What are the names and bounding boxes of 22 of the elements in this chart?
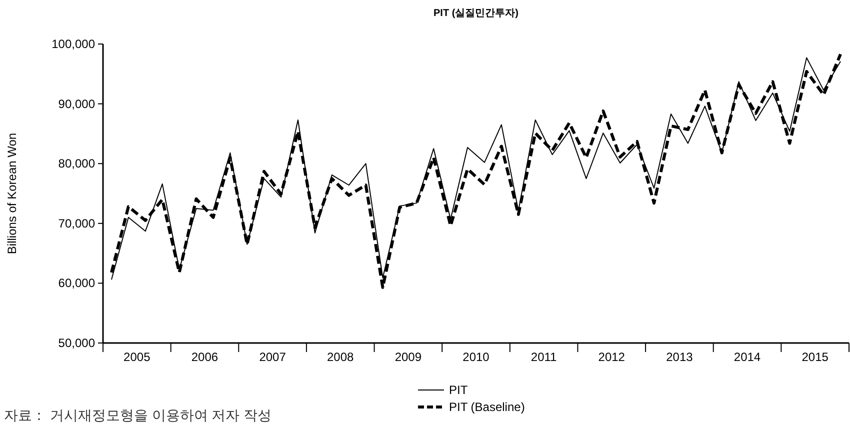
x-tick-label: 2008 <box>327 350 354 364</box>
x-tick-label: 2010 <box>462 350 490 364</box>
x-tick-label: 2007 <box>259 350 286 364</box>
x-tick-label: 2012 <box>598 350 626 364</box>
x-tick-label: 2011 <box>530 350 558 364</box>
y-tick-label: 60,000 <box>58 276 96 290</box>
x-tick-label: 2005 <box>124 350 151 364</box>
y-axis-title: Billions of Korean Won <box>5 132 19 254</box>
y-tick-label: 70,000 <box>58 216 96 230</box>
y-tick-label: 100,000 <box>52 37 96 51</box>
x-tick-label: 2006 <box>191 350 218 364</box>
chart-title: PIT (실질민간투자) <box>434 8 518 19</box>
y-tick-label: 50,000 <box>58 336 96 350</box>
x-tick-label: 2014 <box>734 350 761 364</box>
x-tick-label: 2013 <box>666 350 694 364</box>
legend-label: PIT <box>449 383 468 397</box>
text: 자료： 거시재정모형을 이용하여 저자 작성 <box>4 407 272 423</box>
x-tick-label: 2009 <box>394 350 422 364</box>
y-tick-label: 90,000 <box>58 96 96 111</box>
y-tick-label: 80,000 <box>58 156 96 171</box>
legend-label: PIT (Baseline) <box>449 400 525 414</box>
x-tick-label: 2015 <box>802 350 829 364</box>
